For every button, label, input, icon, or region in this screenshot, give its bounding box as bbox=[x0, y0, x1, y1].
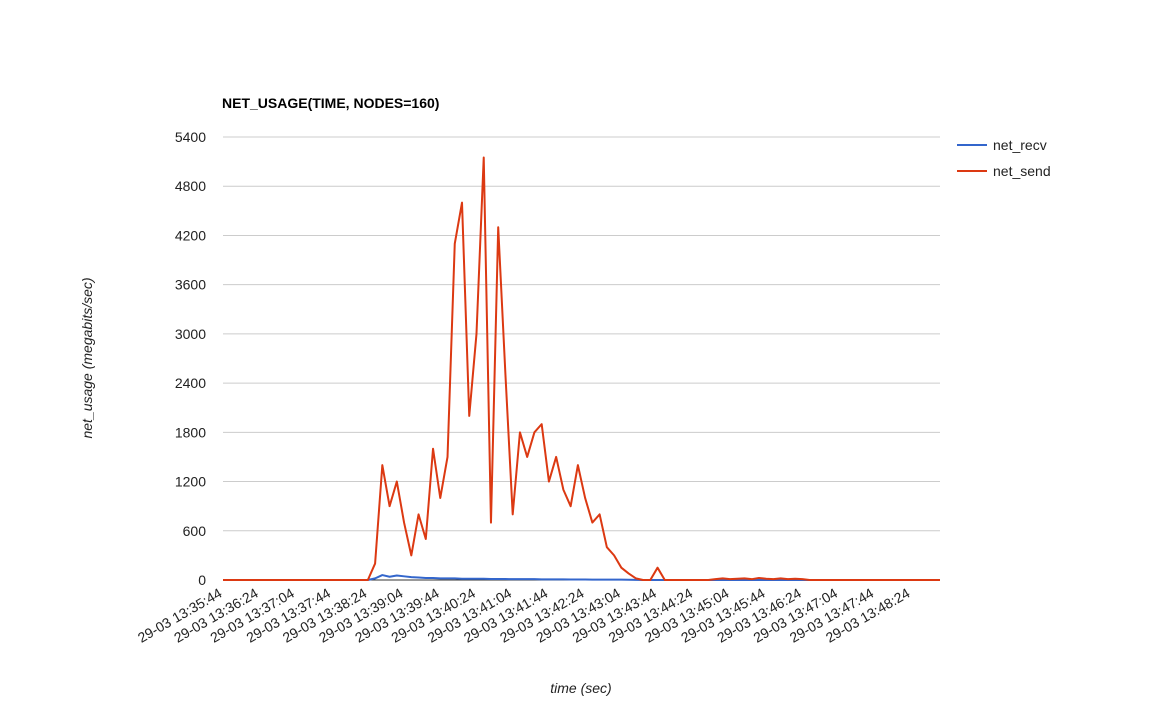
legend-label: net_recv bbox=[993, 137, 1047, 153]
y-tick-label: 2400 bbox=[175, 375, 206, 391]
y-tick-label: 0 bbox=[198, 572, 206, 588]
y-tick-label: 5400 bbox=[175, 129, 206, 145]
y-tick-label: 4200 bbox=[175, 227, 206, 243]
legend-label: net_send bbox=[993, 163, 1051, 179]
data-line bbox=[223, 156, 940, 581]
y-tick-label: 3000 bbox=[175, 326, 206, 342]
chart-title: NET_USAGE(TIME, NODES=160) bbox=[222, 95, 439, 111]
y-tick-label: 1200 bbox=[175, 474, 206, 490]
y-tick-label: 3600 bbox=[175, 277, 206, 293]
y-tick-label: 600 bbox=[183, 523, 207, 539]
y-tick-label: 4800 bbox=[175, 178, 206, 194]
x-axis-title: time (sec) bbox=[550, 680, 611, 696]
y-axis-title: net_usage (megabits/sec) bbox=[79, 277, 95, 438]
y-tick-label: 1800 bbox=[175, 424, 206, 440]
